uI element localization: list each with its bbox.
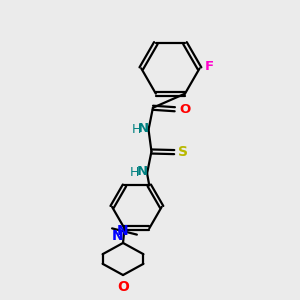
Text: N: N <box>136 165 147 178</box>
Text: F: F <box>205 60 214 74</box>
Text: H: H <box>132 123 141 136</box>
Text: O: O <box>179 103 190 116</box>
Text: O: O <box>117 280 129 294</box>
Text: N: N <box>117 224 129 238</box>
Text: N: N <box>138 122 149 135</box>
Text: H: H <box>130 166 140 179</box>
Text: N: N <box>111 229 123 243</box>
Text: S: S <box>178 145 188 159</box>
